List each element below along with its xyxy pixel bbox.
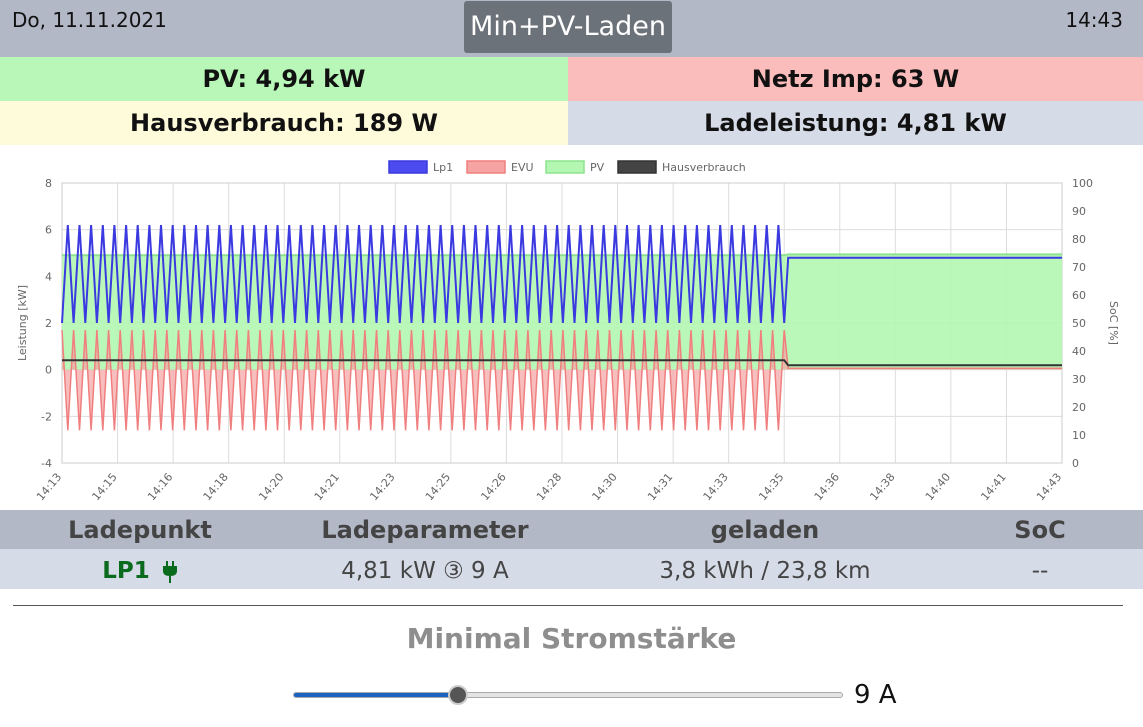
charge-power: Ladeleistung: 4,81 kW [568,101,1143,145]
charge-parameters: 4,81 kW ③ 9 A [341,558,509,584]
grid-import: Netz Imp: 63 W [568,57,1143,101]
table-header: Ladepunkt Ladeparameter geladen SoC [0,510,1143,549]
y-tick-right: 90 [1072,205,1086,218]
plug-icon [162,560,177,583]
th-ladeparameter: Ladeparameter [321,516,529,544]
y-tick-left: -4 [41,457,52,470]
evu-area [62,330,1062,431]
legend-label: Lp1 [433,161,453,174]
time-display: 14:43 [1065,8,1123,32]
slider-thumb[interactable] [448,685,468,705]
x-tick: 14:38 [867,471,897,504]
y-tick-right: 10 [1072,429,1086,442]
min-current-slider[interactable] [293,692,843,698]
pv-line [62,253,1062,257]
y-tick-right: 100 [1072,177,1093,190]
th-ladepunkt: Ladepunkt [68,516,212,544]
th-geladen: geladen [710,516,820,544]
legend-label: Hausverbrauch [662,161,746,174]
charged-energy: 3,8 kWh / 23,8 km [659,558,871,584]
y-tick-left: 8 [45,177,52,190]
y-tick-right: 30 [1072,373,1086,386]
x-tick: 14:16 [145,471,175,504]
y-tick-right: 20 [1072,401,1086,414]
x-tick: 14:13 [34,471,64,504]
lp-label: LP1 [102,558,150,584]
y-tick-left: 0 [45,364,52,377]
x-tick: 14:33 [701,471,731,504]
min-current-label: Minimal Stromstärke [406,622,737,655]
y-tick-left: -2 [41,410,52,423]
house-consumption: Hausverbrauch: 189 W [0,101,568,145]
legend-swatch [545,160,585,174]
y-tick-right: 70 [1072,261,1086,274]
lp1-line [61,224,1062,324]
x-tick: 14:26 [478,471,508,504]
x-tick: 14:40 [923,471,953,504]
top-bar: Do, 11.11.2021 Min+PV-Laden 14:43 [0,0,1143,57]
hausverbrauch-line [62,359,1062,367]
slider-fill [294,693,459,697]
legend-swatch [388,160,428,174]
y-axis-label-right: SoC [%] [1107,301,1120,345]
power-chart: 8 6 4 2 0 -2 -4 100 90 80 70 60 50 40 30 20 10 0 14:13 14:1… [0,148,1143,504]
x-tick: 14:28 [534,471,564,504]
x-tick: 14:21 [312,471,342,504]
table-row[interactable]: LP1 4,81 kW ③ 9 A 3,8 kWh / 23,8 km -- [0,549,1143,589]
y-tick-right: 80 [1072,233,1086,246]
x-tick: 14:41 [978,471,1008,504]
lp-cell[interactable]: LP1 [40,549,240,593]
y-tick-right: 50 [1072,317,1086,330]
x-tick: 14:43 [1034,471,1064,504]
legend-label: PV [590,161,605,174]
x-tick: 14:18 [201,471,231,504]
legend-swatch [617,160,657,174]
y-tick-right: 0 [1072,457,1079,470]
th-soc: SoC [1014,516,1066,544]
y-tick-left: 6 [45,224,52,237]
y-tick-left: 2 [45,317,52,330]
x-tick: 14:31 [645,471,675,504]
x-tick: 14:30 [590,471,620,504]
y-tick-left: 4 [45,270,52,283]
legend-label: EVU [511,161,534,174]
charge-mode-button[interactable]: Min+PV-Laden [464,1,672,53]
divider [13,605,1123,606]
x-tick: 14:15 [90,471,120,504]
slider-value: 9 A [854,680,897,710]
y-axis-label-left: Leistung [kW] [16,285,29,361]
y-tick-right: 60 [1072,289,1086,302]
x-tick: 14:25 [423,471,453,504]
x-tick: 14:23 [367,471,397,504]
y-tick-right: 40 [1072,345,1086,358]
evu-line [61,329,1062,431]
x-tick: 14:20 [256,471,286,504]
x-tick: 14:36 [812,471,842,504]
pv-power: PV: 4,94 kW [0,57,568,101]
legend-swatch [466,160,506,174]
date-display: Do, 11.11.2021 [12,8,167,32]
soc-value: -- [1031,558,1049,584]
x-tick: 14:35 [756,471,786,504]
